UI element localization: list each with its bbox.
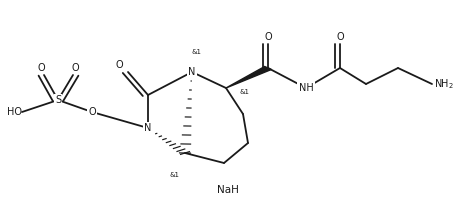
Text: NH$_2$: NH$_2$ (434, 77, 454, 91)
Text: &1: &1 (169, 172, 179, 178)
Text: O: O (71, 63, 79, 73)
Text: S: S (55, 95, 61, 105)
Text: O: O (264, 32, 272, 42)
Text: N: N (144, 123, 152, 133)
Text: &1: &1 (191, 49, 201, 55)
Text: &1: &1 (240, 89, 250, 95)
Polygon shape (226, 67, 271, 88)
Text: O: O (88, 107, 96, 117)
Text: N: N (188, 67, 196, 77)
Text: NH: NH (299, 83, 313, 93)
Text: NaH: NaH (217, 185, 239, 195)
Text: O: O (116, 60, 123, 70)
Text: HO: HO (7, 107, 22, 117)
Text: O: O (38, 63, 46, 73)
Text: O: O (336, 32, 344, 42)
